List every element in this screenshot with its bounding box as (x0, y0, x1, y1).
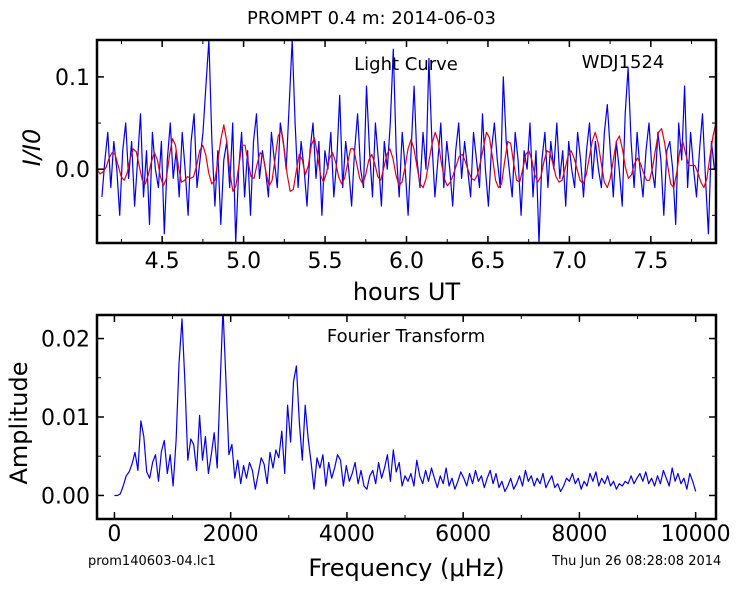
x-tick-label: 5.5 (308, 249, 343, 274)
y-tick-label: 0.0 (55, 158, 90, 183)
x-tick-label: 5.0 (226, 249, 261, 274)
x-axis-label: hours UT (353, 278, 461, 306)
target-annotation: WDJ1524 (582, 52, 665, 73)
light-curve-data-line (101, 40, 715, 243)
x-tick-label: 7.5 (633, 249, 668, 274)
y-axis-label: I/I0 (18, 129, 46, 167)
footer-timestamp: Thu Jun 26 08:28:08 2014 (552, 554, 722, 569)
x-tick-label: 4000 (319, 522, 375, 547)
model-fit-line (97, 122, 716, 192)
x-axis-label: Frequency (μHz) (308, 554, 504, 582)
x-tick-label: 2000 (203, 522, 259, 547)
x-tick-label: 4.5 (145, 249, 180, 274)
y-tick-label: 0.01 (41, 406, 90, 431)
panel-title: Fourier Transform (327, 326, 485, 347)
y-tick-label: 0.1 (55, 66, 90, 91)
fourier-transform-panel: 0 2000 4000 6000 8000 10000 0.02 0.01 0.00 Fourie… (5, 313, 731, 582)
x-tick-label: 6000 (435, 522, 491, 547)
panel-title: Light Curve (354, 54, 458, 75)
amplitude-spectrum-line (114, 315, 697, 497)
x-tick-label: 6.0 (389, 249, 424, 274)
light-curve-panel: 4.5 5.0 5.5 6.0 6.5 7.0 7.5 0.1 0.0 Light Curve WD… (18, 38, 718, 306)
y-tick-label: 0.02 (41, 328, 90, 353)
x-tick-label: 8000 (551, 522, 607, 547)
x-tick-label: 10000 (661, 522, 731, 547)
x-tick-label: 6.5 (470, 249, 505, 274)
y-tick-label: 0.00 (41, 484, 90, 509)
y-axis-label: Amplitude (5, 362, 33, 485)
footer-filename: prom140603-04.lc1 (88, 554, 216, 569)
x-tick-label: 7.0 (552, 249, 587, 274)
x-tick-label: 0 (107, 522, 121, 547)
figure-title: PROMPT 0.4 m: 2014-06-03 (247, 8, 496, 29)
